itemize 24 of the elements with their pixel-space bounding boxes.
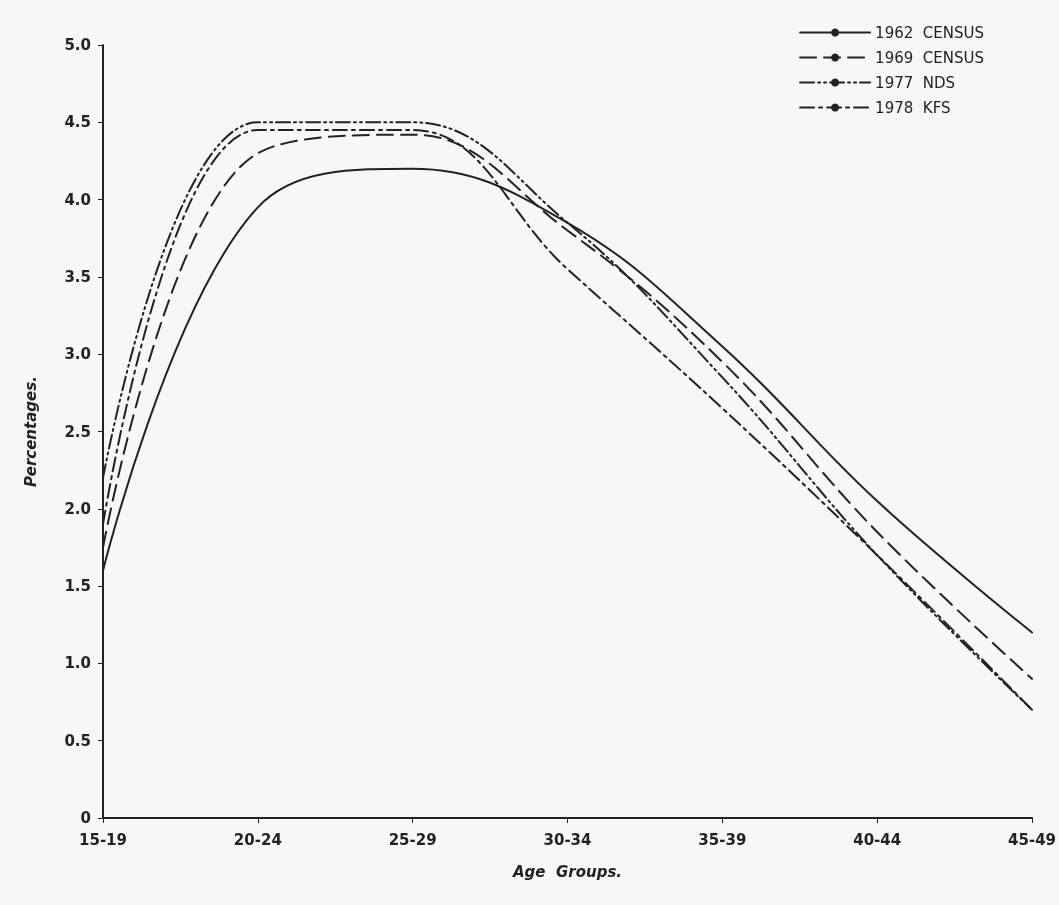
x-tick-label: 35-39: [698, 830, 747, 849]
y-tick-label: 1.0: [64, 654, 91, 673]
legend-label: 1978 KFS: [875, 98, 951, 117]
x-tick-label: 30-34: [543, 830, 592, 849]
y-tick-label: 2.0: [64, 499, 91, 518]
y-tick-label: 0.5: [64, 731, 91, 750]
x-tick-label: 25-29: [388, 830, 437, 849]
y-tick-label: 1.5: [64, 577, 91, 596]
legend-label: 1969 CENSUS: [875, 48, 984, 67]
y-tick-label: 0: [80, 809, 91, 827]
y-tick-label: 4.0: [64, 190, 91, 209]
y-tick-label: 3.0: [64, 345, 91, 364]
y-tick-label: 4.5: [64, 113, 91, 132]
legend-label: 1962 CENSUS: [875, 23, 984, 42]
y-axis-title: Percentages.: [21, 376, 40, 487]
x-tick-label: 15-19: [79, 830, 127, 849]
y-tick-label: 3.5: [64, 267, 91, 286]
x-tick-label: 20-24: [233, 830, 282, 849]
x-tick-label: 40-44: [853, 830, 902, 849]
legend-label: 1977 NDS: [875, 73, 956, 92]
x-axis-title: Age Groups.: [511, 862, 623, 881]
y-tick-label: 2.5: [64, 422, 91, 441]
y-tick-label: 5.0: [64, 36, 91, 54]
x-tick-label: 45-49: [1008, 830, 1057, 849]
